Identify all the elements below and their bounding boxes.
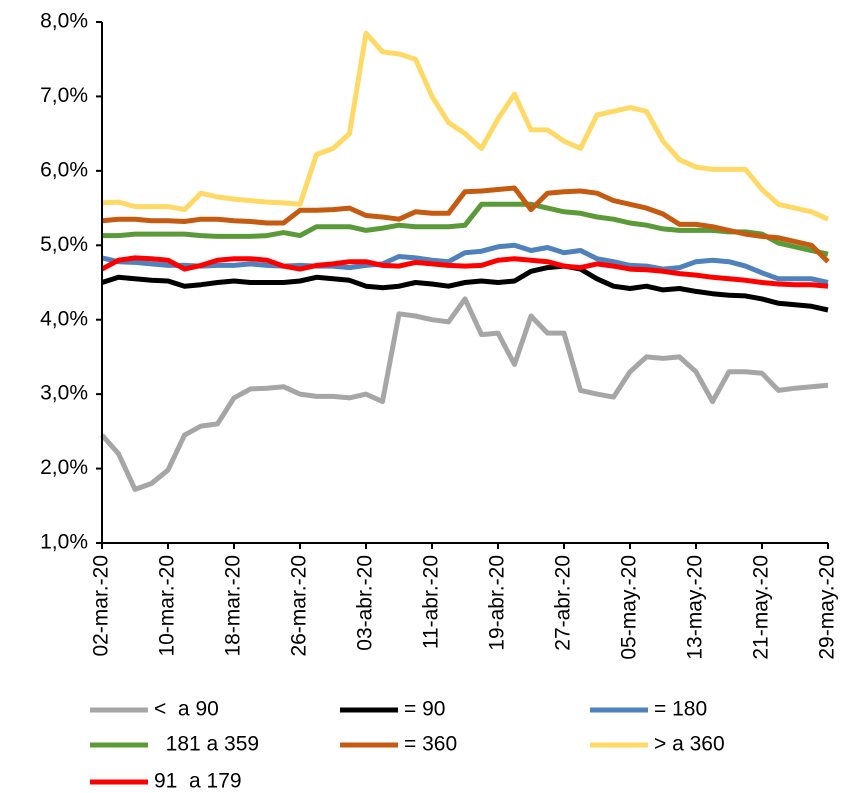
- y-tick-label: 6,0%: [40, 158, 88, 181]
- x-tick-label: 18-mar.-20: [222, 555, 245, 657]
- series-line: [101, 263, 829, 313]
- series-line: [100, 255, 829, 289]
- legend-label: = 180: [654, 698, 707, 721]
- y-tick-label: 2,0%: [40, 456, 88, 479]
- legend-label: 91 a 179: [154, 770, 242, 793]
- series-line: [101, 30, 830, 222]
- x-tick-label: 27-abr.-20: [552, 555, 575, 651]
- legend-label: > a 360: [654, 733, 725, 756]
- legend-label: = 360: [404, 733, 457, 756]
- y-tick-label: 1,0%: [40, 531, 88, 554]
- legend-label: = 90: [404, 698, 445, 721]
- legend-label: < a 90: [154, 698, 219, 721]
- x-tick-label: 10-mar.-20: [156, 555, 179, 657]
- series-line: [100, 296, 829, 492]
- x-tick-label: 26-mar.-20: [288, 555, 311, 657]
- x-tick-label: 11-abr.-20: [420, 555, 443, 649]
- y-tick-label: 8,0%: [40, 10, 88, 33]
- series-line: [101, 185, 830, 264]
- y-tick-label: 5,0%: [40, 233, 88, 256]
- series-line: [102, 201, 829, 257]
- x-tick-label: 03-abr.-20: [354, 555, 377, 651]
- series-line: [101, 242, 829, 285]
- y-tick-label: 7,0%: [40, 84, 88, 107]
- legend-label: 181 a 359: [154, 733, 259, 756]
- x-tick-label: 05-may.-20: [618, 555, 641, 660]
- x-tick-label: 19-abr.-20: [486, 555, 509, 651]
- x-tick-label: 13-may.-20: [684, 555, 707, 660]
- y-tick-label: 3,0%: [40, 382, 88, 405]
- x-tick-label: 21-may.-20: [750, 555, 773, 660]
- y-tick-label: 4,0%: [40, 307, 88, 330]
- x-tick-label: 02-mar.-20: [90, 555, 113, 657]
- x-tick-label: 29-may.-20: [816, 555, 839, 660]
